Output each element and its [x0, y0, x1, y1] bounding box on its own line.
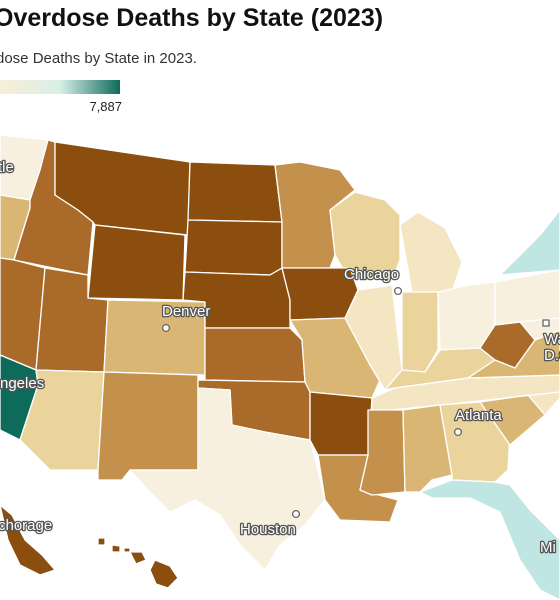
- legend-max-label: 7,887: [89, 99, 122, 114]
- state-hawaii-maui[interactable]: [129, 551, 147, 565]
- state-wyoming[interactable]: [87, 224, 186, 301]
- legend-gradient-bar: [0, 80, 120, 94]
- map-subtitle: dose Deaths by State in 2023.: [0, 50, 197, 67]
- state-indiana[interactable]: [401, 291, 439, 373]
- state-florida[interactable]: [419, 479, 560, 600]
- state-hawaii-main[interactable]: [149, 559, 179, 589]
- state-north-dakota[interactable]: [187, 161, 283, 223]
- city-dot-atlanta: [453, 427, 463, 437]
- city-anchorage[interactable]: chorage: [0, 516, 54, 536]
- state-alaska[interactable]: [0, 504, 56, 576]
- state-new-mexico[interactable]: [97, 371, 199, 481]
- state-new-york[interactable]: [499, 209, 560, 276]
- state-pennsylvania[interactable]: [494, 269, 560, 326]
- state-virginia[interactable]: [467, 329, 560, 379]
- city-label-washington-dc: Wa D.C: [544, 331, 560, 364]
- state-maryland[interactable]: [519, 317, 560, 341]
- state-wisconsin[interactable]: [329, 191, 401, 281]
- city-label-atlanta: Atlanta: [455, 407, 502, 424]
- city-atlanta[interactable]: Atlanta: [453, 406, 504, 437]
- city-miami[interactable]: Mi: [539, 538, 557, 558]
- city-los-angeles[interactable]: ngeles: [0, 374, 46, 394]
- city-dot-houston: [291, 509, 301, 519]
- state-hawaii-kauai[interactable]: [97, 537, 106, 546]
- city-dot-denver: [161, 323, 171, 333]
- city-label-los-angeles: ngeles: [0, 375, 44, 392]
- city-label-houston: Houston: [240, 521, 296, 538]
- state-south-dakota[interactable]: [184, 219, 283, 276]
- city-denver[interactable]: Denver: [161, 302, 212, 333]
- state-hawaii-molokai[interactable]: [123, 547, 131, 553]
- city-washington-dc[interactable]: Wa D.C: [542, 319, 560, 365]
- city-houston[interactable]: Houston: [239, 509, 301, 539]
- city-label-denver: Denver: [162, 303, 210, 320]
- city-label-anchorage: chorage: [0, 517, 52, 534]
- city-label-washington-dc-line2: D.C: [544, 347, 560, 364]
- map-title: Overdose Deaths by State (2023): [0, 4, 384, 32]
- city-dot-chicago: [393, 286, 403, 296]
- city-seattle[interactable]: tle: [0, 158, 15, 178]
- state-north-carolina[interactable]: [469, 391, 560, 416]
- city-label-chicago: Chicago: [344, 266, 399, 283]
- city-dot-washington-dc: [542, 319, 550, 327]
- state-hawaii-oahu[interactable]: [111, 544, 121, 553]
- city-chicago[interactable]: Chicago: [343, 265, 403, 296]
- city-label-miami: Mi: [540, 539, 556, 556]
- state-texas[interactable]: [129, 387, 326, 571]
- state-kansas[interactable]: [204, 327, 306, 383]
- state-michigan[interactable]: [399, 211, 463, 293]
- city-label-washington-dc-text: Wa: [544, 331, 560, 348]
- city-label-seattle: tle: [0, 159, 14, 176]
- state-arkansas[interactable]: [309, 391, 373, 456]
